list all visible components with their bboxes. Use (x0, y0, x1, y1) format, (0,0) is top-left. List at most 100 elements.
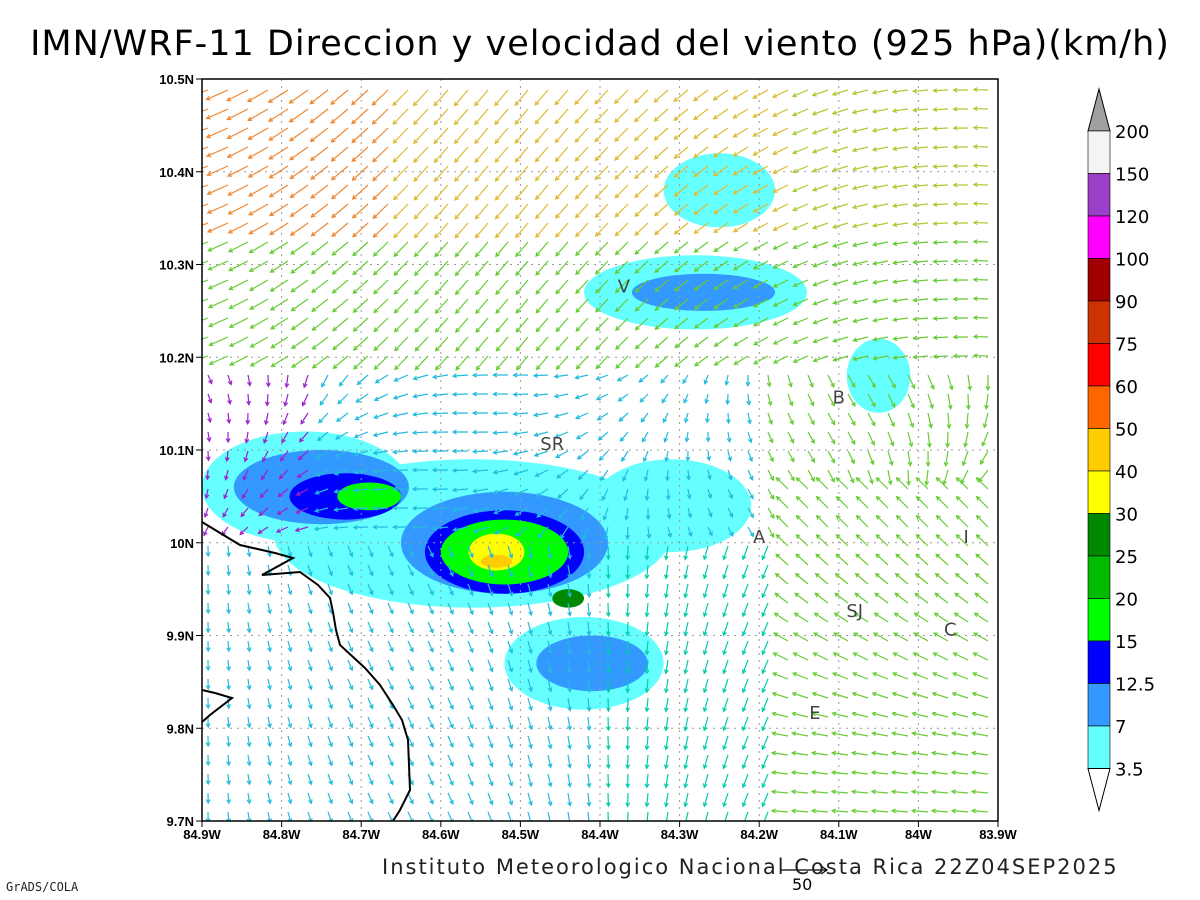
wind-arrow-head (515, 327, 521, 333)
wind-arrow (414, 260, 429, 276)
wind-arrow-head (348, 799, 354, 805)
wind-arrow (684, 583, 689, 598)
wind-arrow (310, 146, 329, 161)
wind-arrow-head (595, 269, 600, 275)
wind-arrow (259, 488, 269, 498)
wind-arrow (239, 526, 249, 535)
wind-arrow (413, 374, 429, 380)
wind-arrow (454, 146, 469, 163)
wind-arrow (287, 640, 292, 652)
colorbar-swatch (1087, 598, 1111, 642)
wind-arrow-head (508, 553, 514, 559)
wind-arrow-head (249, 324, 255, 329)
wind-arrow (587, 583, 590, 597)
wind-arrow (852, 752, 869, 756)
wind-arrow (575, 260, 589, 275)
wind-arrow-head (722, 688, 727, 694)
wind-arrow (872, 108, 889, 113)
wind-arrow-head (851, 420, 856, 427)
wind-arrow (793, 279, 809, 287)
wind-arrow-head (598, 456, 604, 462)
wind-arrow-head (634, 268, 640, 274)
wind-arrow (913, 108, 929, 112)
wind-arrow (913, 165, 929, 168)
wind-arrow-head (586, 687, 592, 694)
wind-arrow (665, 640, 669, 655)
wind-arrow (575, 412, 589, 419)
wind-arrow (575, 165, 589, 181)
wind-arrow (414, 279, 429, 295)
wind-arrow (507, 754, 513, 767)
colorbar-label: 20 (1115, 590, 1138, 611)
wind-arrow (793, 355, 809, 363)
wind-arrow-head (673, 97, 679, 103)
wind-arrow-head (575, 251, 580, 257)
wind-arrow-head (708, 531, 713, 537)
wind-arrow (674, 298, 689, 311)
wind-arrow-head (203, 512, 209, 518)
wind-arrow (893, 241, 909, 245)
wind-arrow-head (625, 650, 631, 656)
wind-arrow (985, 393, 989, 409)
wind-arrow-head (795, 514, 801, 520)
wind-arrow-head (772, 245, 778, 250)
wind-arrow (435, 355, 449, 371)
wind-arrow-head (869, 460, 875, 466)
wind-arrow (227, 545, 230, 557)
wind-arrow-head (594, 194, 600, 200)
wind-arrow-head (713, 361, 719, 366)
wind-arrow-head (348, 571, 354, 577)
wind-arrow-head (433, 139, 439, 145)
wind-arrow-head (310, 175, 316, 180)
wind-arrow (792, 127, 809, 135)
wind-arrow-head (535, 251, 541, 257)
wind-arrow (413, 127, 429, 144)
lon-tick-label: 84.7W (342, 827, 380, 842)
wind-arrow (913, 222, 929, 225)
wind-arrow (713, 89, 729, 101)
wind-arrow-head (287, 685, 293, 691)
wind-arrow (514, 469, 529, 475)
wind-arrow-head (586, 649, 592, 656)
wind-arrow-head (574, 394, 580, 400)
wind-arrow (332, 298, 349, 313)
wind-arrow-head (533, 412, 539, 418)
wind-arrow (547, 754, 552, 768)
wind-arrow-head (789, 438, 795, 444)
wind-arrow-head (567, 630, 572, 636)
wind-arrow-head (429, 571, 434, 577)
wind-arrow-head (830, 770, 837, 776)
wind-arrow-head (279, 456, 285, 462)
wind-arrow-head (792, 358, 798, 364)
wind-arrow-head (368, 590, 374, 596)
wind-arrow (664, 431, 669, 442)
wind-arrow-head (535, 365, 541, 371)
wind-arrow (367, 735, 374, 747)
wind-arrow (812, 771, 829, 775)
wind-arrow (595, 260, 609, 275)
wind-arrow-head (790, 789, 796, 795)
wind-arrow (947, 393, 952, 409)
wind-arrow (587, 659, 590, 673)
wind-arrow (567, 792, 571, 806)
wind-arrow (207, 203, 229, 214)
wind-arrow-head (330, 100, 336, 106)
wind-arrow (913, 260, 929, 263)
wind-arrow-head (667, 532, 673, 539)
wind-arrow (827, 469, 835, 483)
wind-arrow-head (267, 780, 272, 786)
wind-arrow-head (429, 799, 434, 805)
wind-arrow (247, 792, 251, 804)
wind-arrow (714, 298, 729, 309)
wind-arrow-head (768, 419, 773, 426)
wind-arrow-head (890, 789, 896, 795)
wind-arrow-head (528, 705, 533, 712)
wind-arrow-head (429, 704, 434, 710)
wind-arrow (913, 146, 929, 150)
wind-arrow-head (454, 214, 460, 220)
wind-arrow (434, 241, 449, 257)
wind-arrow (639, 374, 649, 383)
wind-arrow (373, 317, 389, 332)
wind-arrow-head (891, 672, 898, 677)
wind-arrow (978, 469, 989, 483)
